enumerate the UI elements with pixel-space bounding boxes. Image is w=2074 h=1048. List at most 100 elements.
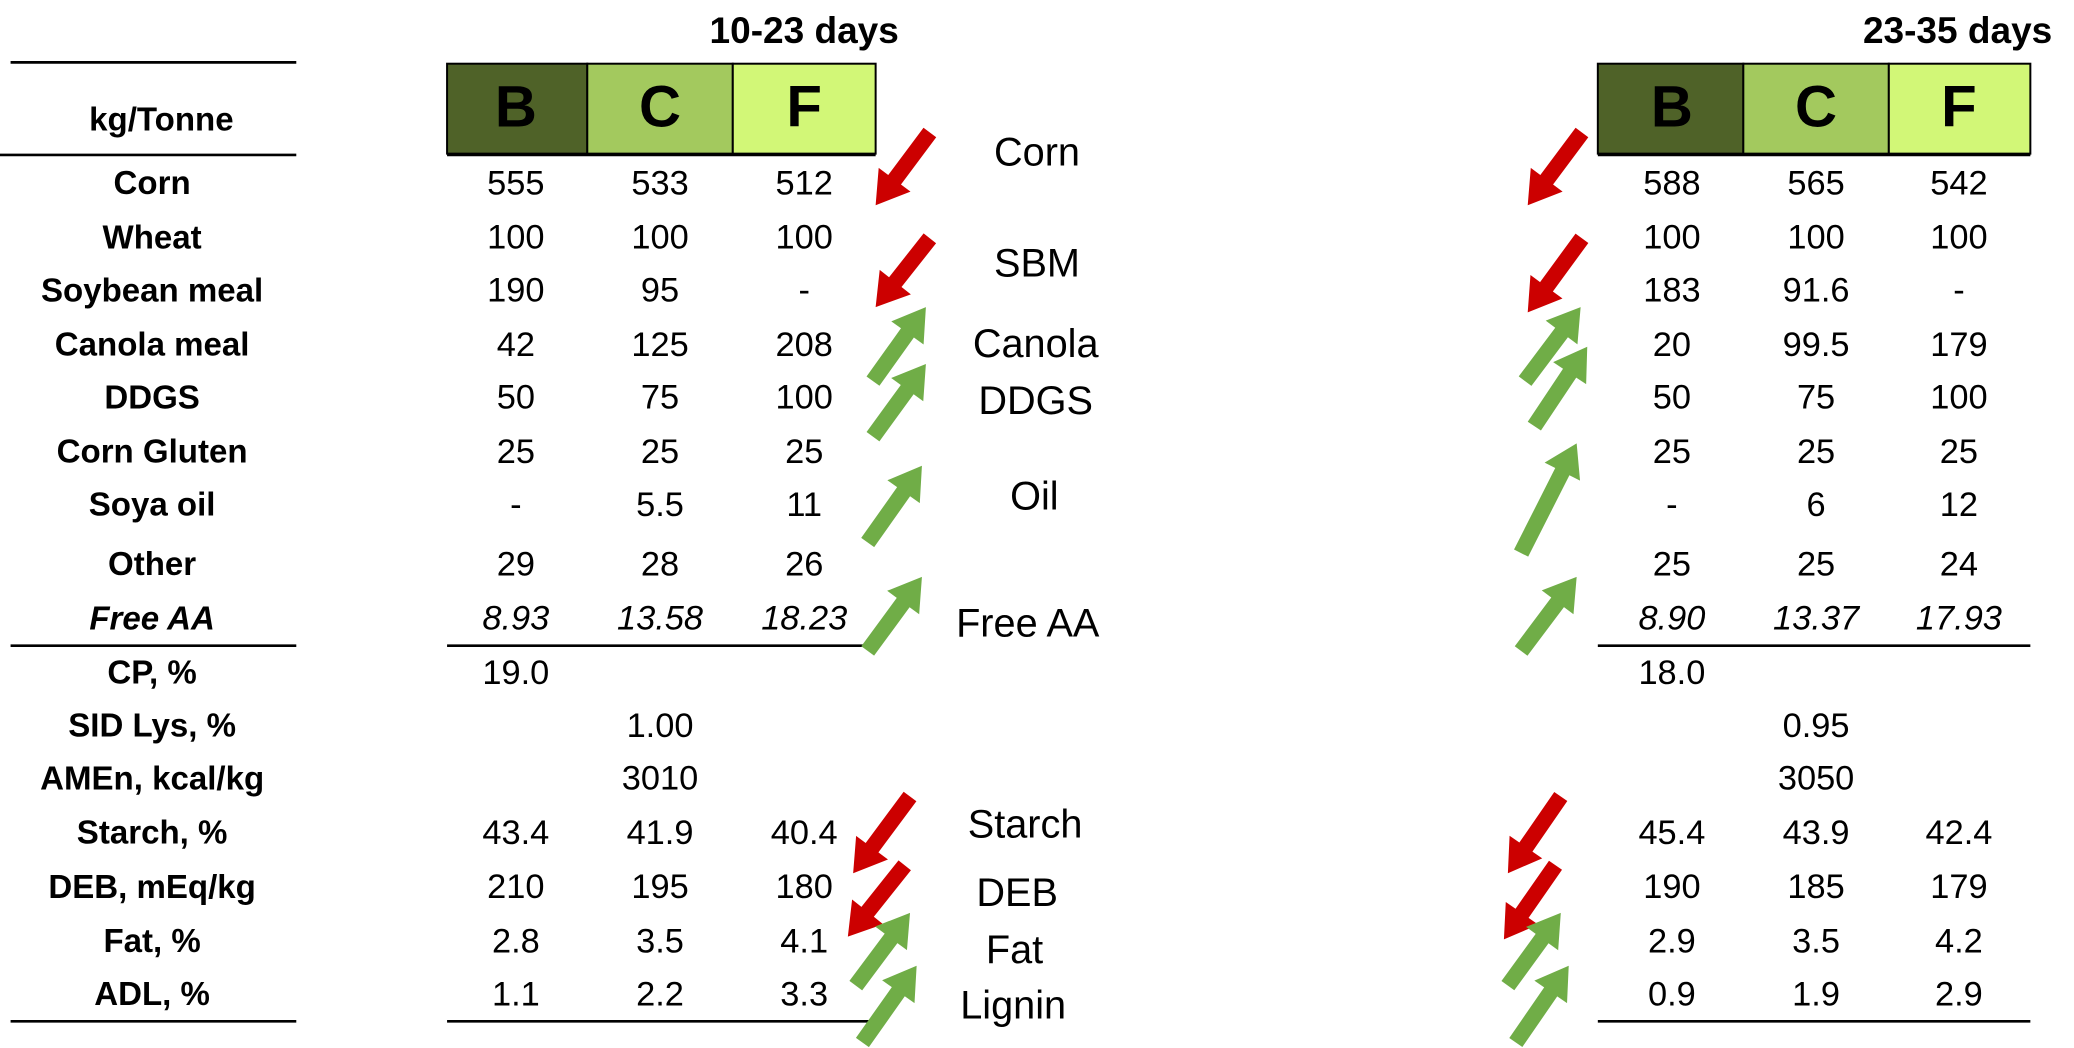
cell-value: 208 bbox=[776, 326, 833, 364]
unit-header: kg/Tonne bbox=[89, 102, 233, 139]
cell-value: 0.9 bbox=[1648, 975, 1696, 1013]
change-label: Corn bbox=[994, 130, 1080, 174]
cell-value: 50 bbox=[1653, 379, 1691, 417]
cell-value: 100 bbox=[1787, 219, 1844, 257]
cell-value: 11 bbox=[786, 486, 822, 524]
cell-value: 50 bbox=[497, 379, 535, 417]
change-label: DEB bbox=[976, 871, 1058, 915]
cell-value: 25 bbox=[1653, 433, 1691, 471]
arrow bbox=[855, 965, 917, 1048]
cell-value: 20 bbox=[1653, 326, 1691, 364]
cell-value: 533 bbox=[631, 164, 688, 202]
cell-value: 6 bbox=[1807, 486, 1826, 524]
cell-value: 3.5 bbox=[1792, 922, 1840, 960]
cell-value: 3.3 bbox=[780, 975, 828, 1013]
cell-value: 42.4 bbox=[1925, 814, 1992, 852]
cell-value: - bbox=[1666, 486, 1677, 524]
arrow bbox=[866, 307, 926, 386]
row-label: ADL, % bbox=[94, 976, 210, 1013]
cell-value: 4.1 bbox=[780, 922, 828, 960]
arrow bbox=[861, 465, 922, 548]
cell-value: 18.23 bbox=[761, 600, 847, 638]
row-label: Canola meal bbox=[55, 326, 250, 363]
cell-value: 25 bbox=[641, 433, 679, 471]
cell-value: - bbox=[798, 272, 809, 310]
cell-value: 25 bbox=[1797, 433, 1835, 471]
arrow bbox=[853, 791, 917, 874]
arrow bbox=[1503, 860, 1563, 940]
cell-value: 8.93 bbox=[482, 600, 549, 638]
column-header: B bbox=[1651, 75, 1693, 140]
cell-value: 40.4 bbox=[771, 814, 838, 852]
row-label: Wheat bbox=[103, 219, 202, 256]
column-header-cell bbox=[586, 62, 734, 155]
column-header-cell bbox=[1596, 62, 1745, 155]
row-label: CP, % bbox=[107, 655, 196, 692]
cell-value: 588 bbox=[1643, 164, 1700, 202]
row-label: Soybean meal bbox=[41, 272, 263, 309]
arrow bbox=[866, 363, 926, 442]
row-label: Corn bbox=[114, 165, 191, 202]
arrow bbox=[1514, 443, 1581, 557]
cell-value: 29 bbox=[497, 545, 535, 583]
rules bbox=[0, 61, 2031, 1023]
row-label: AMEn, kcal/kg bbox=[40, 760, 264, 797]
arrow bbox=[1518, 307, 1581, 386]
cell-value: 0.95 bbox=[1783, 707, 1850, 745]
cell-value: 4.2 bbox=[1935, 922, 1983, 960]
arrow bbox=[1507, 791, 1568, 874]
cell-value: 13.58 bbox=[617, 600, 703, 638]
row-label: Free AA bbox=[89, 600, 214, 637]
cell-value: 25 bbox=[1797, 545, 1835, 583]
cell-value: 179 bbox=[1930, 326, 1987, 364]
row-label: Corn Gluten bbox=[57, 434, 248, 471]
cell-value: 100 bbox=[631, 219, 688, 257]
change-label: Fat bbox=[986, 928, 1043, 972]
cell-value: 3.5 bbox=[636, 922, 684, 960]
change-label: DDGS bbox=[978, 379, 1093, 423]
cell-value: 45.4 bbox=[1638, 814, 1705, 852]
row-label: DEB, mEq/kg bbox=[48, 869, 255, 906]
cell-value: 190 bbox=[487, 272, 544, 310]
arrow bbox=[1514, 576, 1577, 656]
cell-value: 100 bbox=[1930, 219, 1987, 257]
cell-value: 1.00 bbox=[627, 707, 694, 745]
row-label: Fat, % bbox=[103, 923, 200, 960]
arrow bbox=[1509, 965, 1569, 1048]
cell-value: 17.93 bbox=[1916, 600, 2002, 638]
change-label: SBM bbox=[994, 242, 1080, 286]
cell-value: 185 bbox=[1787, 868, 1844, 906]
arrow bbox=[847, 860, 911, 937]
cell-value: 3050 bbox=[1778, 760, 1854, 798]
cell-value: - bbox=[510, 486, 521, 524]
cell-value: 179 bbox=[1930, 868, 1987, 906]
change-label: Lignin bbox=[960, 984, 1066, 1028]
cell-value: 25 bbox=[785, 433, 823, 471]
change-label: Oil bbox=[1010, 474, 1058, 518]
cell-value: 1.1 bbox=[492, 975, 540, 1013]
cell-value: 26 bbox=[785, 545, 823, 583]
row-label: DDGS bbox=[104, 379, 199, 416]
row-label: Starch, % bbox=[77, 815, 228, 852]
column-header: B bbox=[495, 75, 537, 140]
cell-value: 100 bbox=[487, 219, 544, 257]
cell-value: 565 bbox=[1787, 164, 1844, 202]
column-header-cell bbox=[1742, 62, 1890, 155]
row-label: SID Lys, % bbox=[68, 707, 236, 744]
cell-value: 5.5 bbox=[636, 486, 684, 524]
cell-value: 512 bbox=[776, 164, 833, 202]
row-label: Other bbox=[108, 546, 196, 583]
arrow bbox=[849, 912, 911, 991]
arrow bbox=[1501, 912, 1561, 991]
cell-value: 75 bbox=[641, 379, 679, 417]
cell-value: 195 bbox=[631, 868, 688, 906]
cell-value: 99.5 bbox=[1783, 326, 1850, 364]
cell-value: 183 bbox=[1643, 272, 1700, 310]
cell-value: 75 bbox=[1797, 379, 1835, 417]
column-header: C bbox=[639, 75, 681, 140]
cell-value: - bbox=[1953, 272, 1964, 310]
cell-value: 2.9 bbox=[1648, 922, 1696, 960]
arrow bbox=[861, 576, 922, 656]
cell-value: 2.8 bbox=[492, 922, 540, 960]
column-header: F bbox=[1941, 75, 1977, 140]
